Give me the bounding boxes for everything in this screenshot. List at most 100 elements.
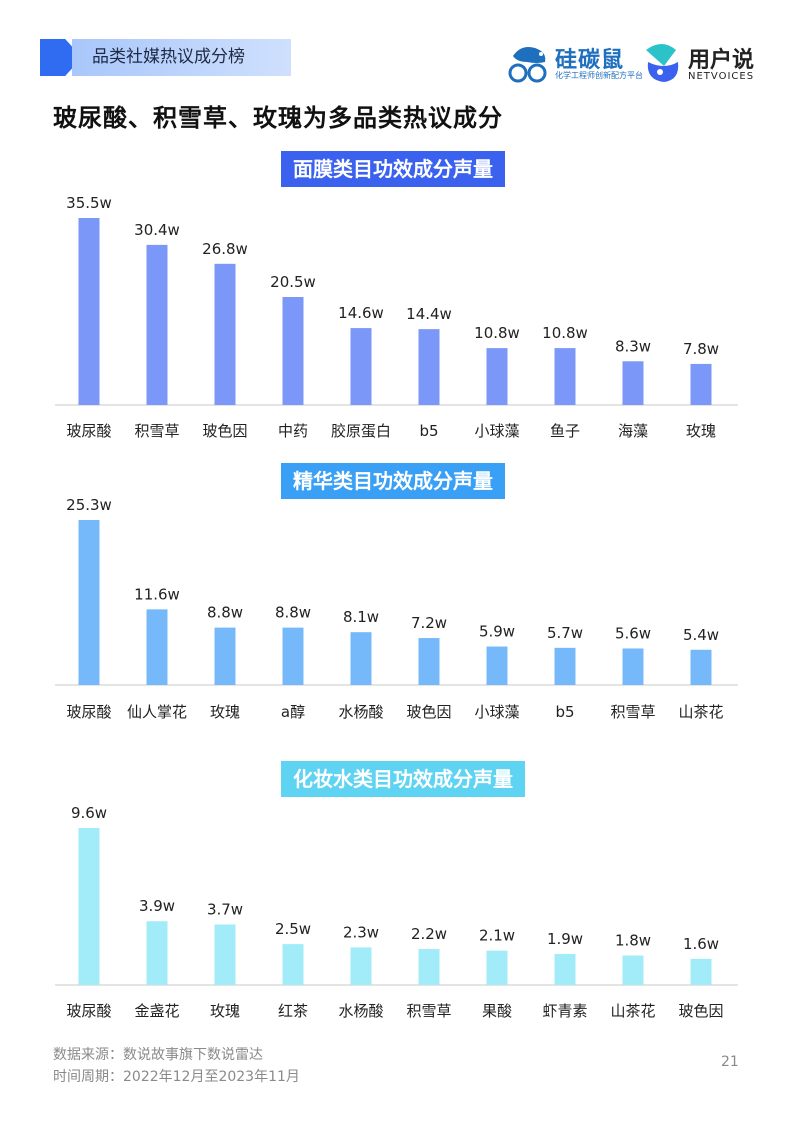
bar <box>418 949 440 985</box>
bar <box>78 520 100 685</box>
data-label: 8.3w <box>615 337 651 355</box>
bar-chart-serum: 25.3w 玻尿酸 11.6w 仙人掌花 8.8w 玫瑰 8.8w a醇 8.1w 水杨酸 7.2w… <box>55 496 738 721</box>
data-label: 3.7w <box>207 900 243 918</box>
category-label: 玫瑰 <box>686 422 716 440</box>
data-label: 11.6w <box>134 585 180 603</box>
bar <box>690 649 712 685</box>
data-label: 2.5w <box>275 920 311 938</box>
data-label: 9.6w <box>71 804 107 822</box>
bar <box>554 953 576 985</box>
data-label: 2.1w <box>479 927 515 945</box>
data-label: 8.8w <box>207 604 243 622</box>
data-label: 14.4w <box>406 305 452 323</box>
data-label: 5.9w <box>479 623 515 641</box>
category-label: 玻尿酸 <box>66 1002 111 1020</box>
data-label: 8.8w <box>275 604 311 622</box>
bar-chart-mask: 35.5w 玻尿酸 30.4w 积雪草 26.8w 玻色因 20.5w 中药 14.6w 胶原蛋白… <box>55 194 738 440</box>
category-label: 胶原蛋白 <box>331 422 391 440</box>
bar <box>282 944 304 985</box>
bar <box>418 329 440 405</box>
data-label: 7.2w <box>411 614 447 632</box>
bar <box>486 348 508 405</box>
bar <box>418 638 440 685</box>
category-label: b5 <box>419 422 438 440</box>
bar <box>146 921 168 985</box>
data-label: 3.9w <box>139 897 175 915</box>
data-label: 1.9w <box>547 930 583 948</box>
bar <box>690 958 712 985</box>
category-label: 水杨酸 <box>338 1002 383 1020</box>
bar <box>214 924 236 985</box>
category-label: 中药 <box>278 422 308 440</box>
page-headline: 玻尿酸、积雪草、玫瑰为多品类热议成分 <box>53 104 503 132</box>
data-label: 7.8w <box>683 340 719 358</box>
category-label: 积雪草 <box>610 703 655 721</box>
data-label: 14.6w <box>338 304 384 322</box>
category-label: 仙人掌花 <box>127 703 187 721</box>
bar <box>690 363 712 405</box>
bar <box>214 627 236 685</box>
data-label: 1.8w <box>615 932 651 950</box>
data-label: 5.6w <box>615 624 651 642</box>
category-label: 海藻 <box>618 422 648 440</box>
bar <box>146 244 168 405</box>
category-label: 鱼子 <box>550 422 580 440</box>
chart-title-serum: 精华类目功效成分声量 <box>281 463 505 499</box>
data-label: 26.8w <box>202 240 248 258</box>
bar <box>554 348 576 405</box>
logo-group: 硅碳鼠 化学工程师创新配方平台 用户说 NETVOICES <box>507 40 757 88</box>
data-label: 20.5w <box>270 273 316 291</box>
category-label: a醇 <box>281 703 305 721</box>
logo-netvoices: 用户说 NETVOICES <box>642 40 760 88</box>
category-label: 虾青素 <box>542 1002 587 1020</box>
chart-title-toner: 化妆水类目功效成分声量 <box>281 761 525 797</box>
category-label: 山茶花 <box>678 703 723 721</box>
bar <box>350 632 372 685</box>
bar <box>282 297 304 405</box>
logo2-name: 用户说 <box>688 48 755 73</box>
data-label: 2.2w <box>411 925 447 943</box>
bar <box>78 828 100 985</box>
category-label: b5 <box>555 703 574 721</box>
category-label: 玻色因 <box>202 422 247 440</box>
category-label: 红茶 <box>278 1002 308 1020</box>
section-label: 品类社媒热议成分榜 <box>92 47 245 67</box>
category-label: 玻色因 <box>406 703 451 721</box>
category-label: 玫瑰 <box>210 703 240 721</box>
data-label: 10.8w <box>542 324 588 342</box>
page-number: 21 <box>721 1054 739 1070</box>
data-label: 5.7w <box>547 624 583 642</box>
data-label: 2.3w <box>343 923 379 941</box>
category-label: 玻尿酸 <box>66 703 111 721</box>
bar <box>622 361 644 405</box>
data-label: 10.8w <box>474 324 520 342</box>
bar <box>486 950 508 985</box>
data-label: 5.4w <box>683 626 719 644</box>
section-tag: 品类社媒热议成分榜 <box>40 39 291 76</box>
logo1-subtitle: 化学工程师创新配方平台 <box>555 71 643 80</box>
bar <box>146 609 168 685</box>
bar-chart-toner: 9.6w 玻尿酸 3.9w 金盏花 3.7w 玫瑰 2.5w 红茶 2.3w 水杨酸 2.2w 积雪草… <box>55 804 738 1020</box>
category-label: 果酸 <box>482 1002 512 1020</box>
data-source: 数据来源：数说故事旗下数说雷达 <box>53 1047 263 1063</box>
category-label: 积雪草 <box>406 1002 451 1020</box>
category-label: 山茶花 <box>610 1002 655 1020</box>
bar <box>622 648 644 685</box>
category-label: 积雪草 <box>134 422 179 440</box>
category-label: 玻色因 <box>678 1002 723 1020</box>
bar <box>554 647 576 685</box>
category-label: 小球藻 <box>474 422 519 440</box>
logo1-name: 硅碳鼠 <box>555 48 625 73</box>
bar <box>78 218 100 405</box>
chart-title-mask: 面膜类目功效成分声量 <box>281 151 505 187</box>
section-tag-band <box>72 39 291 76</box>
logo-guitanshu: 硅碳鼠 化学工程师创新配方平台 <box>507 40 643 88</box>
data-label: 1.6w <box>683 935 719 953</box>
category-label: 玻尿酸 <box>66 422 111 440</box>
category-label: 金盏花 <box>134 1002 179 1020</box>
netvoices-logo-icon <box>646 44 679 82</box>
bar <box>486 646 508 685</box>
data-label: 25.3w <box>66 496 112 514</box>
data-label: 30.4w <box>134 221 180 239</box>
mouse-logo-icon <box>508 47 547 83</box>
